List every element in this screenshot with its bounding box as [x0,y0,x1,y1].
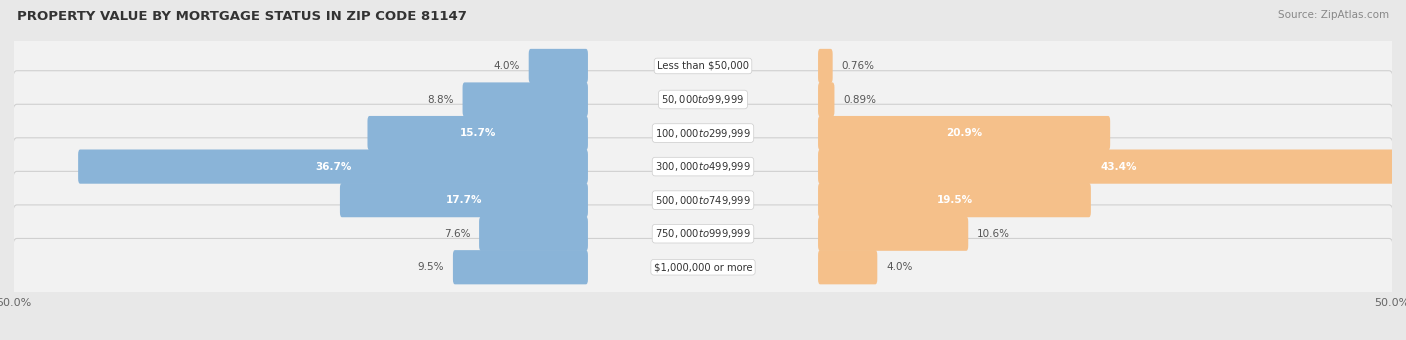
FancyBboxPatch shape [463,82,588,117]
FancyBboxPatch shape [818,82,834,117]
FancyBboxPatch shape [818,150,1406,184]
Text: 10.6%: 10.6% [977,229,1010,239]
Text: 17.7%: 17.7% [446,195,482,205]
Text: Less than $50,000: Less than $50,000 [657,61,749,71]
FancyBboxPatch shape [13,238,1393,296]
Text: 7.6%: 7.6% [444,229,470,239]
FancyBboxPatch shape [13,37,1393,95]
Text: $100,000 to $299,999: $100,000 to $299,999 [655,126,751,139]
Text: 20.9%: 20.9% [946,128,983,138]
Text: 15.7%: 15.7% [460,128,496,138]
Text: 4.0%: 4.0% [886,262,912,272]
Text: 43.4%: 43.4% [1101,162,1137,172]
FancyBboxPatch shape [13,71,1393,128]
Text: $50,000 to $99,999: $50,000 to $99,999 [661,93,745,106]
Text: 0.76%: 0.76% [842,61,875,71]
FancyBboxPatch shape [479,217,588,251]
FancyBboxPatch shape [79,150,588,184]
FancyBboxPatch shape [818,183,1091,217]
FancyBboxPatch shape [367,116,588,150]
FancyBboxPatch shape [13,138,1393,196]
Text: 0.89%: 0.89% [844,95,876,104]
Text: $300,000 to $499,999: $300,000 to $499,999 [655,160,751,173]
Text: $1,000,000 or more: $1,000,000 or more [654,262,752,272]
Text: 4.0%: 4.0% [494,61,520,71]
Text: Source: ZipAtlas.com: Source: ZipAtlas.com [1278,10,1389,20]
Text: 8.8%: 8.8% [427,95,454,104]
Text: $500,000 to $749,999: $500,000 to $749,999 [655,194,751,207]
FancyBboxPatch shape [529,49,588,83]
FancyBboxPatch shape [453,250,588,284]
FancyBboxPatch shape [818,217,969,251]
Text: $750,000 to $999,999: $750,000 to $999,999 [655,227,751,240]
FancyBboxPatch shape [13,104,1393,162]
Text: PROPERTY VALUE BY MORTGAGE STATUS IN ZIP CODE 81147: PROPERTY VALUE BY MORTGAGE STATUS IN ZIP… [17,10,467,23]
FancyBboxPatch shape [818,49,832,83]
Text: 19.5%: 19.5% [936,195,973,205]
FancyBboxPatch shape [818,250,877,284]
FancyBboxPatch shape [818,116,1111,150]
Text: 36.7%: 36.7% [315,162,352,172]
Text: 9.5%: 9.5% [418,262,444,272]
FancyBboxPatch shape [13,205,1393,262]
FancyBboxPatch shape [340,183,588,217]
FancyBboxPatch shape [13,171,1393,229]
